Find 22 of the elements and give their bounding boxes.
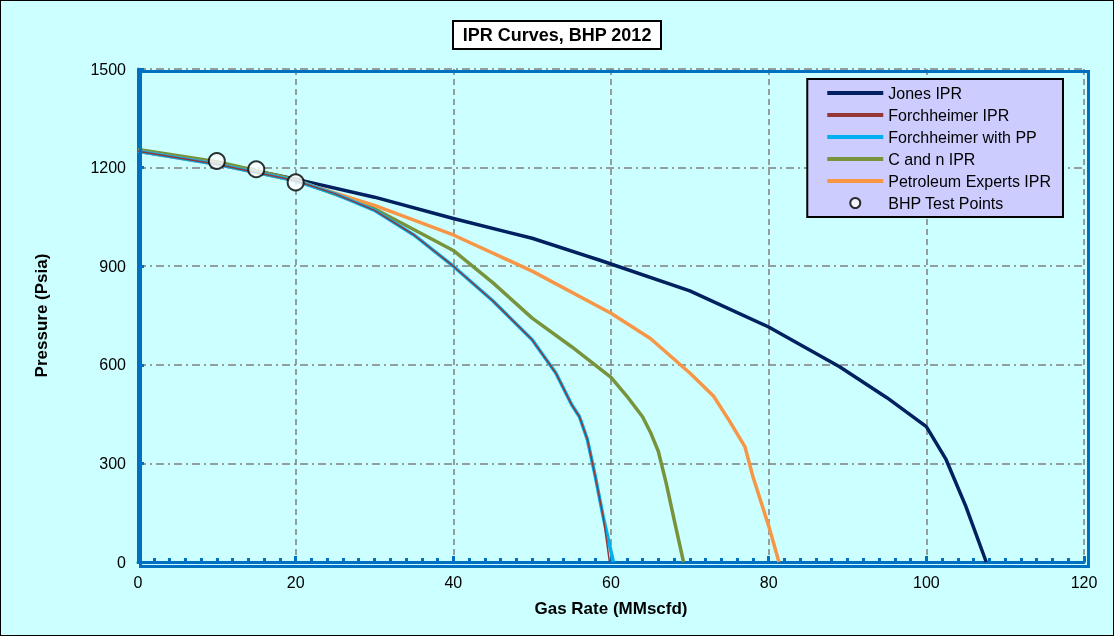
y-tick-label: 900 (99, 257, 127, 275)
y-tick-label: 1500 (90, 60, 127, 78)
x-tick-label: 80 (759, 573, 778, 591)
legend-label: Jones IPR (888, 84, 963, 102)
y-axis-title: Pressure (Psia) (32, 253, 51, 378)
x-tick-label: 20 (286, 573, 305, 591)
x-tick-label: 120 (1070, 573, 1098, 591)
x-tick-label: 0 (133, 573, 143, 591)
x-axis-title: Gas Rate (MMscfd) (534, 599, 688, 618)
legend-label: Forchheimer with PP (888, 128, 1037, 146)
y-tick-label: 600 (99, 356, 127, 374)
legend-label: Forchheimer IPR (888, 106, 1010, 124)
y-tick-label: 0 (117, 553, 127, 571)
legend-label: BHP Test Points (888, 194, 1004, 212)
y-tick-label: 1200 (90, 159, 127, 177)
legend-label: C and n IPR (888, 150, 976, 168)
legend-label: Petroleum Experts IPR (888, 172, 1052, 190)
x-tick-label: 60 (602, 573, 620, 591)
chart-title: IPR Curves, BHP 2012 (462, 25, 652, 45)
y-tick-label: 300 (99, 454, 127, 472)
x-tick-label: 40 (444, 573, 463, 591)
x-tick-label: 100 (912, 573, 940, 591)
